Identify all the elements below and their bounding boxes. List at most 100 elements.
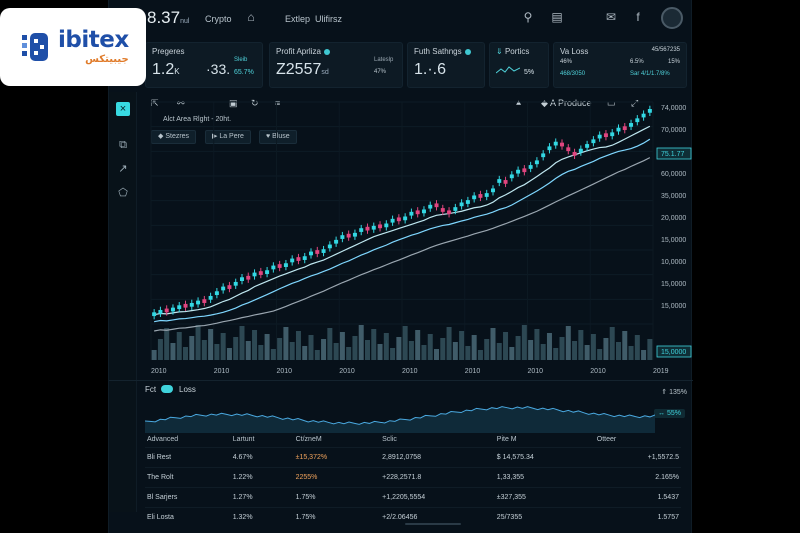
pl-toggle[interactable]	[161, 385, 173, 393]
panel-icon[interactable]: ▭	[607, 98, 616, 108]
col-lartunt[interactable]: Lartunt	[232, 436, 255, 444]
pnl-area	[145, 406, 655, 433]
col-otteer[interactable]: Otteer	[596, 436, 617, 444]
volume-bar	[427, 334, 433, 360]
menu-icon[interactable]: ≡	[275, 98, 281, 108]
volume-bar	[471, 335, 477, 360]
card-note: Lateslp	[374, 57, 394, 63]
candle-body	[214, 291, 219, 296]
col-pite[interactable]: Pite M	[496, 436, 517, 444]
col-advanced[interactable]: Advanced	[147, 436, 179, 444]
trading-app-window: 8.37nul Crypto ⌂ Extlep Ulifirsz ⚲ ▤ ✉ f…	[108, 0, 693, 533]
volume-bar	[390, 348, 396, 360]
chart-panel[interactable]: ⇱ ⚯ ▣ ↻ ≡ Alct Area Rlght - 20ht. ⯅ ◆ A …	[141, 92, 693, 378]
stat-cards: Pregeres 1.2K Sleib ·33. 65.7% Profit Ap…	[109, 42, 693, 88]
candle-body	[258, 271, 263, 275]
card-pregeres[interactable]: Pregeres 1.2K Sleib ·33. 65.7%	[145, 42, 263, 88]
chip-la-pere[interactable]: ▶ La Pere	[205, 130, 251, 144]
pl-right-chip[interactable]: ↔ 55%	[654, 409, 685, 418]
volume-bar	[364, 340, 370, 360]
candle-body	[522, 168, 527, 173]
candle-body	[233, 281, 238, 286]
candle-body	[239, 277, 244, 282]
price-axis-label: 74,0000	[661, 105, 686, 112]
volume-bar	[157, 339, 163, 360]
price-axis-label: 15,0000	[661, 303, 686, 310]
compare-tool-icon[interactable]: ⚯	[177, 98, 185, 108]
facebook-icon[interactable]: f	[636, 10, 640, 24]
chip-bluse[interactable]: ♥ Bluse	[259, 130, 297, 144]
candle-body	[302, 256, 307, 260]
home-icon[interactable]: ⌂	[247, 10, 255, 24]
logo-name-fa: جیبیتکس	[85, 54, 129, 65]
table-row[interactable]: The Rolt 1.22% 2255% +228,2571.8 1,33,35…	[145, 466, 681, 487]
tab-crypto[interactable]: Crypto	[205, 14, 232, 24]
candlestick-chart[interactable]: 74,000070,000065,000060,000035,000020,00…	[141, 92, 693, 378]
col-ctzne[interactable]: Ct/zneM	[295, 436, 322, 444]
card-futh[interactable]: Futh Sathngs 1.·.6	[407, 42, 485, 88]
volume-bar	[609, 327, 615, 360]
x-axis-label: 2010	[590, 368, 606, 375]
maximize-icon[interactable]: ⤢	[631, 98, 639, 108]
card-pct2: 6.5%	[630, 59, 644, 65]
candle-body	[365, 226, 370, 231]
search-icon[interactable]: ⚲	[523, 10, 533, 24]
card-va-loss[interactable]: Va Loss 45/567235 46% 6.5% 15% 468/3050 …	[553, 42, 687, 88]
candle-body	[246, 275, 251, 280]
card-portics[interactable]: ⇓ Portics 5%	[489, 42, 549, 88]
volume-bar	[515, 336, 521, 360]
trend-icon[interactable]: ↗	[118, 163, 128, 175]
volume-bar	[289, 342, 295, 360]
card-profit[interactable]: Profit Aprliza Z2557sd Lateslp 47%	[269, 42, 403, 88]
tab-ulifirsz[interactable]: Ulifirsz	[315, 14, 342, 24]
table-row[interactable]: Bl Sarjers 1.27% 1.75% +1,2205,5554 ±327…	[145, 486, 681, 507]
volume-bar	[484, 339, 490, 360]
calendar-icon[interactable]: ▤	[551, 10, 563, 24]
candle-body	[359, 228, 364, 232]
candle-body	[629, 123, 634, 127]
candle-body	[497, 179, 502, 183]
candle-body	[516, 169, 521, 174]
x-axis-label: 2010	[528, 368, 544, 375]
sparkline-icon	[496, 66, 520, 74]
produce-button[interactable]: ◆ A Produce	[541, 98, 592, 108]
candle-body	[415, 210, 420, 215]
collapse-icon[interactable]: ⯅	[515, 98, 523, 108]
candle-body	[290, 258, 295, 263]
volume-bar	[270, 349, 276, 360]
col-sclic[interactable]: Sclic	[382, 436, 397, 444]
card-value: 1.2K	[152, 61, 180, 78]
image-tool-icon[interactable]: ▣	[229, 98, 238, 108]
refresh-icon[interactable]: ↻	[251, 98, 259, 108]
logo-mark-icon	[20, 31, 50, 63]
horizontal-scrollbar[interactable]	[405, 523, 461, 525]
chip-stezres[interactable]: ◆ Stezres	[151, 130, 197, 144]
volume-bar	[509, 347, 515, 360]
volume-bar	[214, 344, 220, 360]
volume-bar	[189, 336, 195, 360]
candle-body	[572, 152, 577, 156]
card-title: Futh Sathngs	[414, 47, 478, 56]
candle-body	[252, 272, 257, 277]
table-header: Advanced Lartunt Ct/zneM Sclic Pite M Ot…	[145, 433, 681, 447]
candle-body	[472, 195, 477, 200]
candle-body	[202, 299, 207, 303]
cursor-tool-icon[interactable]: ⇱	[151, 98, 159, 108]
candle-body	[603, 133, 608, 138]
volume-bar	[339, 332, 345, 360]
volume-bar	[295, 331, 301, 360]
table-row[interactable]: Bli Rest 4.67% ±15,372% 2,8912,0758 $ 14…	[145, 446, 681, 467]
candle-body	[378, 224, 383, 229]
layers-icon[interactable]: ⧉	[119, 139, 127, 151]
tab-extlep[interactable]: Extlep	[285, 14, 311, 24]
table-row[interactable]: Eli Losta 1.32% 1.75% +2/2.06456 25/7355…	[145, 506, 681, 527]
volume-bar	[452, 342, 458, 360]
candle-body	[534, 160, 539, 165]
price-axis-label: 60,0000	[661, 171, 686, 178]
mail-icon[interactable]: ✉	[605, 10, 617, 24]
candle-body	[465, 200, 470, 204]
close-icon[interactable]: ×	[116, 102, 130, 116]
shield-icon[interactable]: ⬠	[118, 187, 128, 199]
avatar[interactable]	[661, 7, 683, 29]
price-axis-label: 10,0000	[661, 259, 686, 266]
